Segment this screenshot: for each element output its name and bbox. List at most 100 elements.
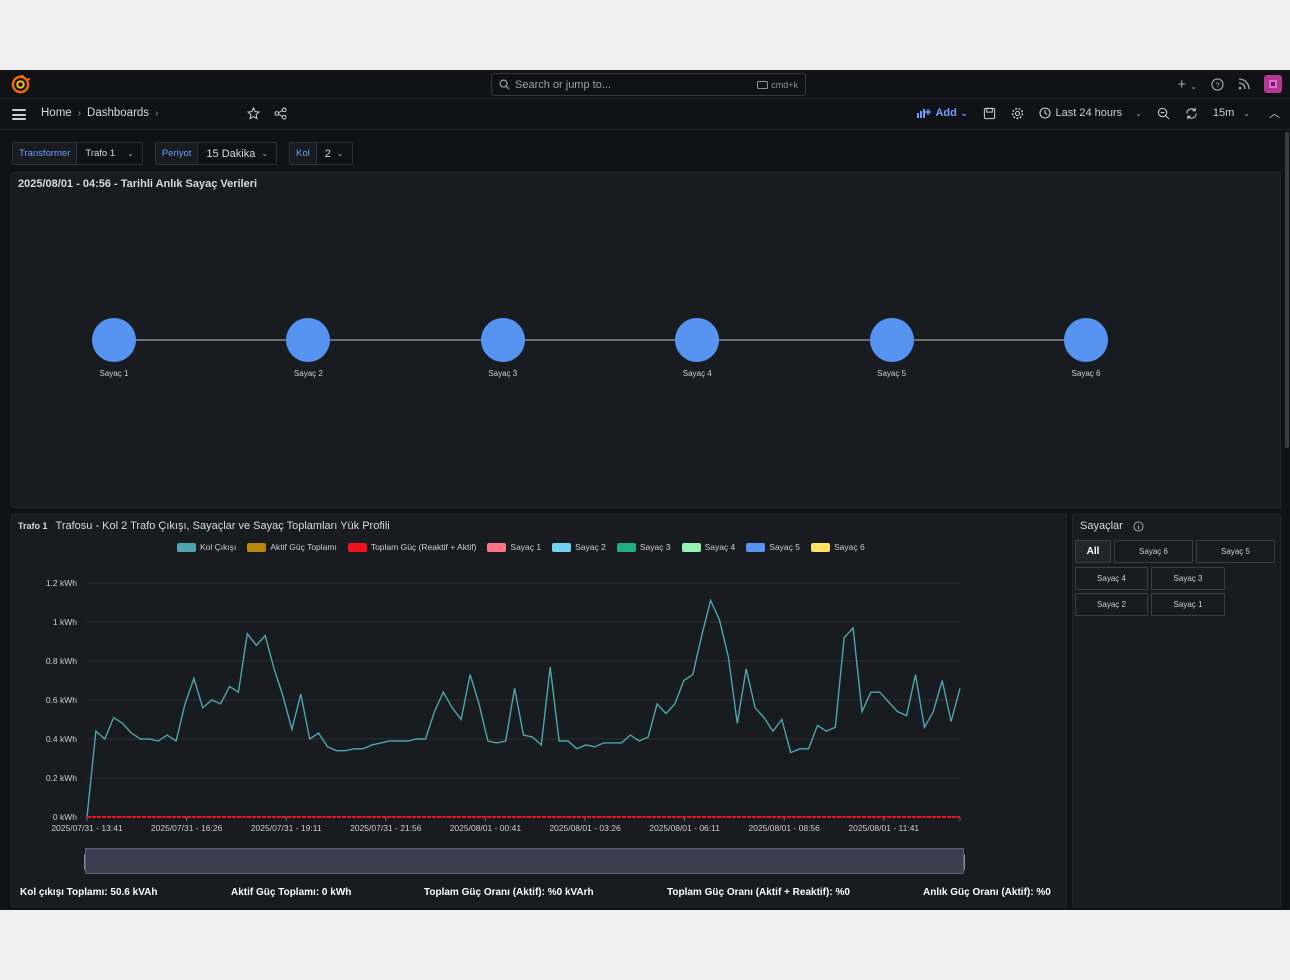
variable-select[interactable]: Trafo 1 ⌄ bbox=[77, 142, 143, 165]
help-icon[interactable]: ? bbox=[1211, 77, 1224, 91]
variable-select[interactable]: 15 Dakika ⌄ bbox=[198, 142, 278, 165]
breadcrumb-dashboards[interactable]: Dashboards bbox=[87, 107, 150, 119]
search-shortcut-label: cmd+k bbox=[771, 79, 798, 90]
legend-swatch bbox=[616, 542, 636, 552]
series-line[interactable] bbox=[86, 598, 961, 818]
sayac-filter-1[interactable]: Sayaç 1 bbox=[1151, 593, 1225, 616]
node-label: Sayaç 2 bbox=[293, 369, 323, 378]
node-sayac-2[interactable] bbox=[286, 318, 331, 362]
footer-toplam-guc-orani-reaktif: Toplam Güç Oranı (Aktif + Reaktif): %0 bbox=[667, 887, 850, 898]
node-label: Sayaç 4 bbox=[682, 369, 712, 378]
sayac-filter-2[interactable]: Sayaç 2 bbox=[1075, 593, 1148, 616]
variable-periyot: Periyot 15 Dakika ⌄ bbox=[154, 142, 278, 165]
grafana-app: Search or jump to... cmd+k + ⌄ ? Home › … bbox=[0, 70, 1290, 910]
info-icon[interactable] bbox=[1133, 520, 1144, 532]
zoom-out-icon[interactable] bbox=[1157, 107, 1170, 120]
sayac-filter-4[interactable]: Sayaç 4 bbox=[1075, 567, 1148, 590]
variable-select[interactable]: 2 ⌄ bbox=[316, 142, 353, 165]
node-link bbox=[136, 339, 287, 341]
legend-label: Sayaç 4 bbox=[704, 542, 736, 552]
data-zoom-slider[interactable] bbox=[85, 848, 964, 874]
legend-item[interactable]: Sayaç 6 bbox=[811, 542, 865, 552]
legend-label: Aktif Güç Toplamı bbox=[270, 542, 337, 552]
clock-icon bbox=[1038, 107, 1051, 119]
x-tick-label: 2025/08/01 - 03:26 bbox=[549, 823, 621, 833]
sayac-filter-all[interactable]: All bbox=[1075, 540, 1111, 563]
time-range-label: Last 24 hours bbox=[1055, 107, 1123, 119]
chevron-down-icon: ⌄ bbox=[261, 149, 269, 158]
legend-item[interactable]: Sayaç 4 bbox=[681, 542, 736, 552]
variable-label: Kol bbox=[289, 142, 317, 165]
node-sayac-3[interactable] bbox=[480, 318, 525, 362]
legend-item[interactable]: Sayaç 2 bbox=[552, 542, 606, 552]
legend-label: Sayaç 6 bbox=[834, 542, 865, 552]
variable-value: 2 bbox=[324, 147, 331, 160]
dashboard-variables: Transformer Trafo 1 ⌄ Periyot 15 Dakika ⌄ … bbox=[12, 142, 353, 165]
collapse-up-icon[interactable]: ︿ bbox=[1269, 108, 1280, 120]
breadcrumb-home[interactable]: Home bbox=[41, 107, 72, 119]
sayac-filter-6[interactable]: Sayaç 6 bbox=[1114, 540, 1193, 563]
search-input[interactable]: Search or jump to... cmd+k bbox=[491, 73, 806, 96]
svg-text:?: ? bbox=[1215, 80, 1219, 89]
y-tick-label: 1.2 kWh bbox=[46, 578, 77, 588]
legend-item[interactable]: Sayaç 5 bbox=[746, 542, 800, 552]
y-tick-label: 0.6 kWh bbox=[46, 695, 77, 705]
x-tick-label: 2025/07/31 - 16:26 bbox=[151, 823, 223, 833]
variable-label: Periyot bbox=[154, 142, 199, 165]
legend-swatch bbox=[552, 542, 572, 552]
menu-icon[interactable] bbox=[12, 109, 26, 120]
search-icon bbox=[499, 79, 510, 90]
variable-kol: Kol 2 ⌄ bbox=[289, 142, 353, 165]
x-tick-label: 2025/07/31 - 13:41 bbox=[51, 823, 123, 833]
legend-item[interactable]: Sayaç 3 bbox=[616, 542, 671, 552]
y-tick-label: 0.8 kWh bbox=[46, 656, 77, 666]
legend-item[interactable]: Kol Çıkışı bbox=[177, 542, 236, 552]
variable-value: Trafo 1 bbox=[85, 148, 116, 159]
chart-legend: Kol Çıkışı Aktif Güç Toplamı Toplam Güç (R… bbox=[177, 542, 869, 552]
legend-item[interactable]: Sayaç 1 bbox=[487, 542, 541, 552]
sayac-filter-3[interactable]: Sayaç 3 bbox=[1151, 567, 1225, 590]
dashboard-title-actions bbox=[247, 107, 287, 120]
legend-swatch bbox=[347, 542, 367, 552]
new-plus-icon[interactable]: + ⌄ bbox=[1177, 75, 1197, 93]
node-sayac-4[interactable] bbox=[675, 318, 720, 362]
chevron-down-icon: ⌄ bbox=[336, 149, 344, 158]
chevron-down-icon: ⌄ bbox=[1135, 108, 1142, 118]
legend-swatch bbox=[811, 542, 830, 552]
chevron-down-icon: ⌄ bbox=[960, 108, 968, 118]
legend-swatch bbox=[247, 542, 267, 552]
variable-label: Transformer bbox=[12, 142, 78, 165]
node-link bbox=[719, 339, 870, 341]
node-sayac-5[interactable] bbox=[869, 318, 914, 362]
node-sayac-6[interactable] bbox=[1064, 318, 1108, 362]
footer-anlik-guc-orani: Anlık Güç Oranı (Aktif): %0 bbox=[923, 887, 1051, 898]
avatar-icon bbox=[1269, 80, 1277, 88]
variable-value: 15 Dakika bbox=[206, 147, 256, 160]
node-label: Sayaç 3 bbox=[488, 369, 518, 378]
legend-label: Sayaç 2 bbox=[575, 542, 606, 552]
time-range-picker[interactable]: Last 24 hours ⌄ bbox=[1038, 107, 1142, 119]
node-sayac-1[interactable] bbox=[92, 318, 136, 362]
y-tick-label: 0 kWh bbox=[53, 812, 77, 822]
node-link bbox=[913, 339, 1064, 341]
top-right-actions: + ⌄ ? bbox=[1177, 75, 1282, 93]
keyboard-icon bbox=[757, 80, 769, 89]
star-icon[interactable] bbox=[247, 107, 260, 120]
scrollbar[interactable] bbox=[1285, 132, 1289, 448]
footer-toplam-guc-orani: Toplam Güç Oranı (Aktif): %0 kVArh bbox=[424, 887, 594, 898]
sayac-filter-5[interactable]: Sayaç 5 bbox=[1196, 540, 1275, 563]
refresh-icon[interactable] bbox=[1185, 107, 1198, 120]
legend-item[interactable]: Aktif Güç Toplamı bbox=[247, 542, 337, 552]
footer-aktif-guc: Aktif Güç Toplamı: 0 kWh bbox=[231, 887, 352, 898]
refresh-interval-picker[interactable]: 15m ⌄ bbox=[1213, 107, 1250, 119]
settings-gear-icon[interactable] bbox=[1011, 107, 1024, 120]
add-button[interactable]: Add ⌄ bbox=[917, 107, 968, 119]
user-avatar[interactable] bbox=[1264, 75, 1282, 93]
grafana-logo-icon[interactable] bbox=[11, 75, 30, 94]
x-tick-label: 2025/07/31 - 19:11 bbox=[251, 823, 322, 833]
share-icon[interactable] bbox=[274, 107, 287, 120]
load-profile-chart[interactable]: 0 kWh 0.2 kWh 0.4 kWh 0.6 kWh 0.8 kWh 1 kWh 1.… bbox=[0, 70, 1290, 910]
legend-item[interactable]: Toplam Güç (Reaktif + Aktif) bbox=[347, 542, 476, 552]
news-rss-icon[interactable] bbox=[1238, 78, 1250, 90]
save-icon[interactable] bbox=[983, 107, 996, 120]
